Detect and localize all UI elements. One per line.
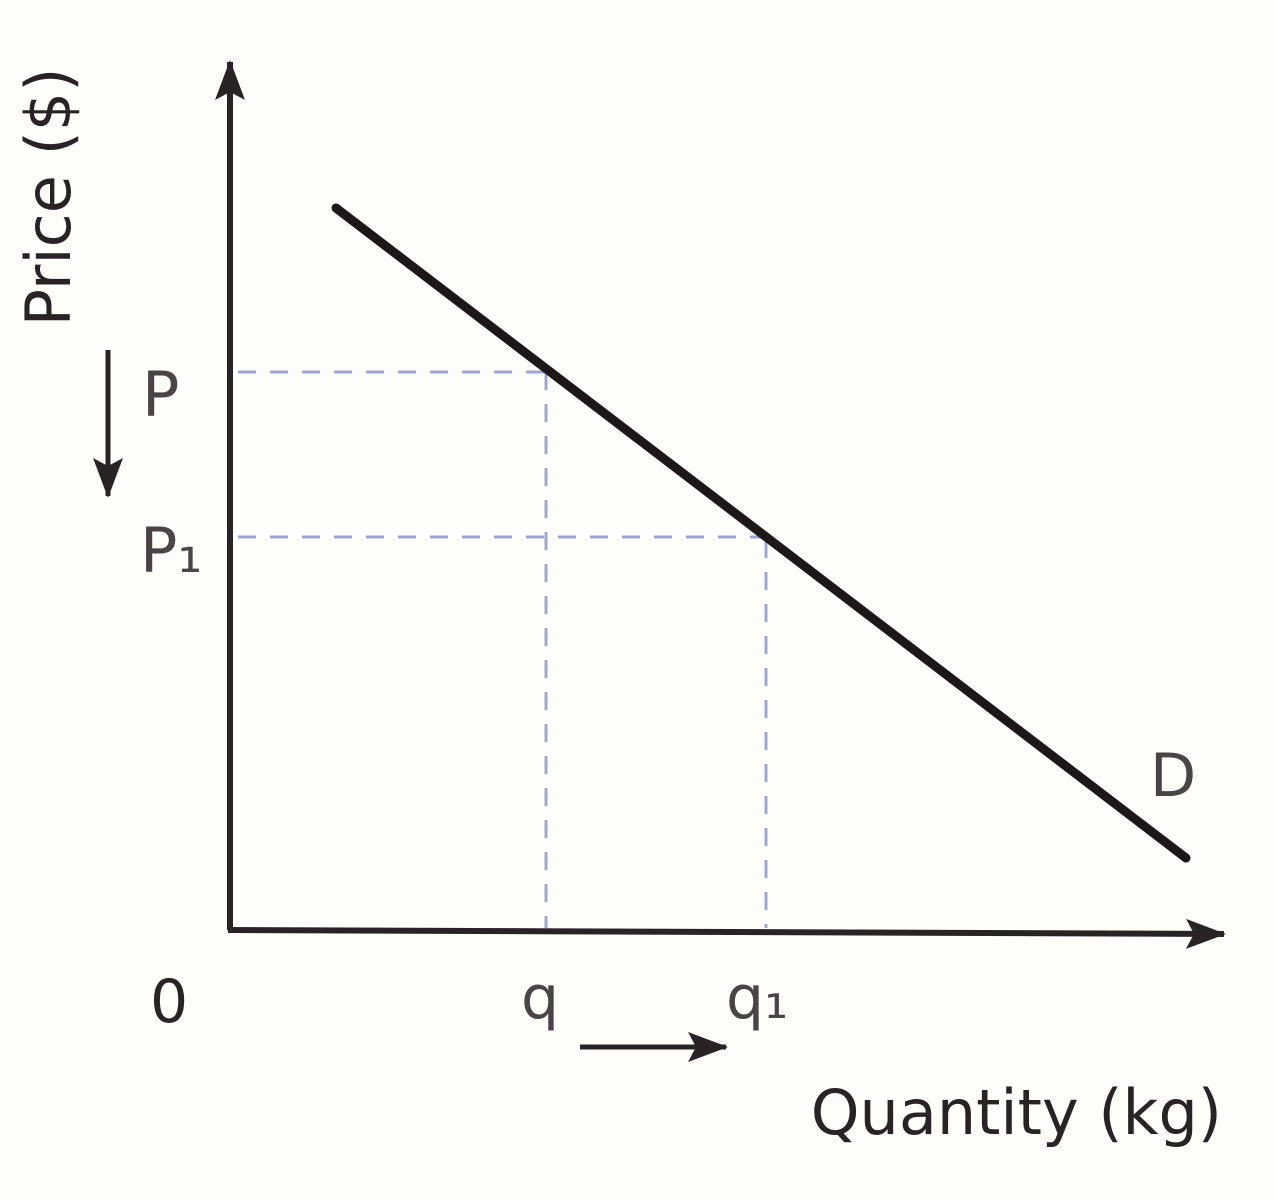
price-label-p1: P₁: [140, 514, 202, 587]
demand-curve: [331, 203, 1191, 863]
price-label-p: P: [142, 358, 179, 431]
quantity-label-q1: q₁: [726, 963, 788, 1033]
origin-label: 0: [150, 967, 188, 1037]
x-axis: [227, 918, 1226, 949]
guide-lines: [238, 370, 768, 928]
demand-curve-label: D: [1150, 741, 1196, 811]
x-axis-label: Quantity (kg): [811, 1076, 1222, 1149]
y-axis-label: Price ($): [12, 68, 85, 327]
quantity-label-q: q: [521, 963, 559, 1033]
